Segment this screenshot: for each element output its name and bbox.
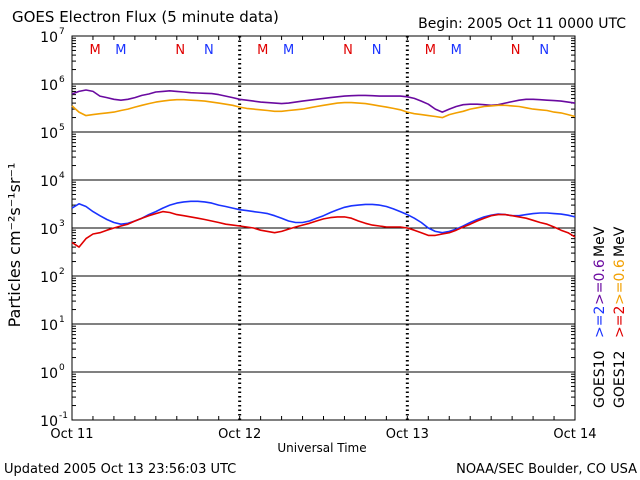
y-tick-exponent: 1 <box>59 315 65 325</box>
chart-title: GOES Electron Flux (5 minute data) <box>12 8 279 26</box>
x-tick-label: Oct 12 <box>218 427 261 442</box>
series-goes12-ge0p6 <box>71 98 576 119</box>
y-tick-exponent: 3 <box>59 219 65 229</box>
y-tick-exponent: 0 <box>59 363 65 373</box>
legend-g12-ge2: >=2 <box>612 306 628 338</box>
legend-g10-ge06: >=0.6 <box>592 259 608 305</box>
begin-date: Begin: 2005 Oct 11 0000 UTC <box>418 16 626 32</box>
y-tick-label: 10 <box>40 78 58 94</box>
marker-n: N <box>539 43 549 58</box>
marker-m: M <box>115 43 126 58</box>
y-tick-label: 10 <box>40 270 58 286</box>
y-tick-exponent: 4 <box>59 171 65 181</box>
series-group <box>71 89 576 248</box>
marker-m: M <box>257 43 268 58</box>
y-axis-label: Particles cm⁻²s⁻¹sr⁻¹ <box>5 163 24 328</box>
marker-m: M <box>425 43 436 58</box>
y-tick-exponent: 2 <box>59 267 65 277</box>
credit-line: NOAA/SEC Boulder, CO USA <box>456 462 637 477</box>
y-tick-exponent: 6 <box>59 75 65 85</box>
x-axis-label: Universal Time <box>277 441 366 455</box>
series-goes12-ge2 <box>71 210 576 248</box>
y-tick-exponent: 5 <box>59 123 65 133</box>
y-tick-exponent: -1 <box>59 411 68 421</box>
marker-m: M <box>89 43 100 58</box>
x-tick-label: Oct 13 <box>386 427 429 442</box>
y-tick-label: 10 <box>40 126 58 142</box>
legend-g10-ge2: >=2 <box>592 306 608 338</box>
y-tick-label: 10 <box>40 30 58 46</box>
y-tick-label: 10 <box>40 414 58 430</box>
y-tick-label: 10 <box>40 366 58 382</box>
legend-g12-unit: MeV <box>612 226 628 257</box>
legend-g12-ge06: >=0.6 <box>612 259 628 305</box>
x-tick-label: Oct 11 <box>50 427 93 442</box>
legend-goes12-label: GOES12 <box>612 351 628 408</box>
marker-n: N <box>175 43 185 58</box>
marker-n: N <box>204 43 214 58</box>
marker-n: N <box>343 43 353 58</box>
legend-goes10-label: GOES10 <box>592 351 608 408</box>
y-tick-label: 10 <box>40 318 58 334</box>
marker-n: N <box>372 43 382 58</box>
right-legend: GOES10 GOES12 >=2 >=0.6 MeV >=2 >=0.6 Me… <box>592 226 628 408</box>
legend-g10-unit: MeV <box>592 226 608 257</box>
marker-m: M <box>283 43 294 58</box>
y-tick-label: 10 <box>40 222 58 238</box>
marker-n: N <box>511 43 521 58</box>
y-tick-exponent: 7 <box>59 27 65 37</box>
series-goes10-ge0p6 <box>71 89 576 113</box>
x-tick-label: Oct 14 <box>553 427 596 442</box>
updated-timestamp: Updated 2005 Oct 13 23:56:03 UTC <box>4 462 236 477</box>
x-tick-labels: Oct 11 Oct 12 Oct 13 Oct 14 <box>50 427 596 442</box>
y-tick-label: 10 <box>40 174 58 190</box>
marker-m: M <box>451 43 462 58</box>
